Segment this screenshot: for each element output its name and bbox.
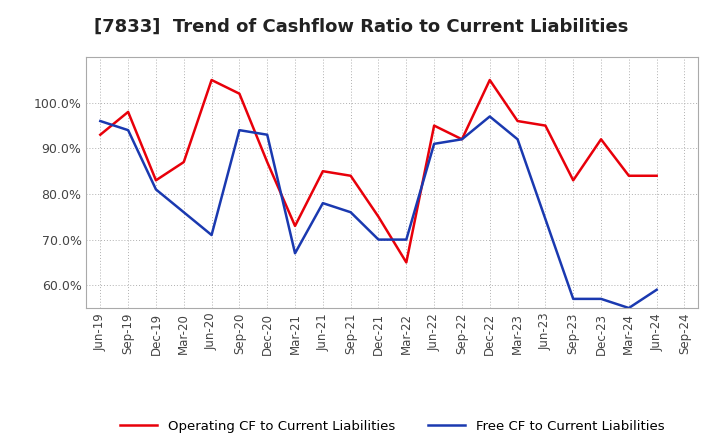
Operating CF to Current Liabilities (430, 123, 438, 128)
Free CF to Current Liabilities (430, 141, 438, 147)
Operating CF to Current Liabilities (402, 260, 410, 265)
Line: Free CF to Current Liabilities: Free CF to Current Liabilities (100, 117, 657, 308)
Operating CF to Current Liabilities (96, 132, 104, 137)
Free CF to Current Liabilities (624, 305, 633, 311)
Free CF to Current Liabilities (513, 137, 522, 142)
Free CF to Current Liabilities (485, 114, 494, 119)
Free CF to Current Liabilities (374, 237, 383, 242)
Free CF to Current Liabilities (318, 201, 327, 206)
Line: Operating CF to Current Liabilities: Operating CF to Current Liabilities (100, 80, 657, 262)
Operating CF to Current Liabilities (485, 77, 494, 83)
Free CF to Current Liabilities (346, 209, 355, 215)
Free CF to Current Liabilities (597, 296, 606, 301)
Free CF to Current Liabilities (263, 132, 271, 137)
Text: [7833]  Trend of Cashflow Ratio to Current Liabilities: [7833] Trend of Cashflow Ratio to Curren… (94, 18, 628, 36)
Free CF to Current Liabilities (402, 237, 410, 242)
Operating CF to Current Liabilities (458, 137, 467, 142)
Operating CF to Current Liabilities (124, 109, 132, 114)
Operating CF to Current Liabilities (597, 137, 606, 142)
Free CF to Current Liabilities (569, 296, 577, 301)
Operating CF to Current Liabilities (346, 173, 355, 178)
Operating CF to Current Liabilities (569, 178, 577, 183)
Operating CF to Current Liabilities (263, 159, 271, 165)
Operating CF to Current Liabilities (541, 123, 550, 128)
Free CF to Current Liabilities (652, 287, 661, 293)
Operating CF to Current Liabilities (624, 173, 633, 178)
Operating CF to Current Liabilities (207, 77, 216, 83)
Free CF to Current Liabilities (207, 232, 216, 238)
Free CF to Current Liabilities (235, 128, 243, 133)
Free CF to Current Liabilities (124, 128, 132, 133)
Free CF to Current Liabilities (152, 187, 161, 192)
Operating CF to Current Liabilities (318, 169, 327, 174)
Free CF to Current Liabilities (458, 137, 467, 142)
Operating CF to Current Liabilities (179, 159, 188, 165)
Operating CF to Current Liabilities (513, 118, 522, 124)
Operating CF to Current Liabilities (152, 178, 161, 183)
Operating CF to Current Liabilities (374, 214, 383, 220)
Operating CF to Current Liabilities (235, 91, 243, 96)
Operating CF to Current Liabilities (291, 223, 300, 228)
Free CF to Current Liabilities (96, 118, 104, 124)
Legend: Operating CF to Current Liabilities, Free CF to Current Liabilities: Operating CF to Current Liabilities, Fre… (120, 420, 665, 433)
Free CF to Current Liabilities (179, 209, 188, 215)
Operating CF to Current Liabilities (652, 173, 661, 178)
Free CF to Current Liabilities (291, 251, 300, 256)
